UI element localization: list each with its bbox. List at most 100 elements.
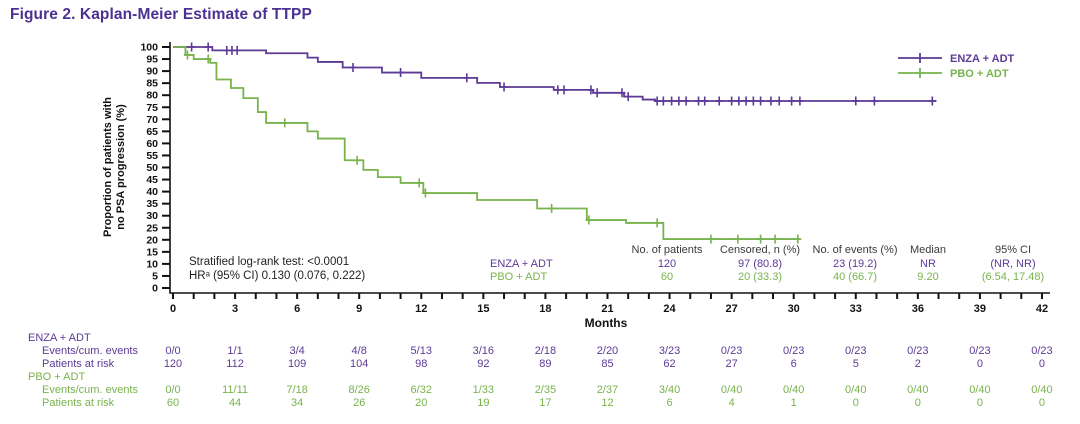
risk-value: 0 xyxy=(852,397,859,409)
censor-mark-pbo xyxy=(353,155,361,165)
y-tick-label: 55 xyxy=(146,150,158,162)
summary-value: 97 (80.8) xyxy=(737,258,783,270)
risk-value: 92 xyxy=(477,358,490,370)
risk-value: 112 xyxy=(226,358,244,370)
y-tick-label: 85 xyxy=(146,78,158,90)
risk-value: 5 xyxy=(852,358,859,370)
risk-value: 2/18 xyxy=(534,345,557,357)
y-tick-label: 50 xyxy=(146,162,158,174)
censor-mark-enza xyxy=(653,96,661,106)
y-tick-label: 0 xyxy=(152,283,158,295)
risk-value: 1/1 xyxy=(227,345,243,357)
y-tick-label: 35 xyxy=(146,198,158,210)
risk-value: 109 xyxy=(287,358,307,370)
risk-value: 8/26 xyxy=(348,384,370,396)
x-tick-label: 21 xyxy=(601,303,613,315)
censor-mark-pbo xyxy=(548,203,556,213)
km-curve-pbo xyxy=(173,46,800,240)
y-tick-label: 60 xyxy=(146,138,158,150)
censor-mark-enza xyxy=(682,96,690,106)
risk-value: 26 xyxy=(353,397,366,409)
risk-value: 19 xyxy=(477,397,490,409)
risk-group-label: PBO + ADT xyxy=(28,371,86,383)
x-tick-label: 36 xyxy=(912,303,924,315)
censor-mark-enza xyxy=(852,96,860,106)
censor-mark-enza xyxy=(749,96,757,106)
censor-mark-enza xyxy=(554,85,562,95)
censor-mark-enza xyxy=(701,96,709,106)
risk-row-label: Patients at risk xyxy=(42,358,115,370)
censor-mark-pbo xyxy=(771,234,779,244)
censor-mark-enza xyxy=(870,96,878,106)
summary-header: Censored, n (%) xyxy=(719,244,801,256)
x-axis-title: Months xyxy=(585,316,628,330)
censor-mark-enza xyxy=(593,88,601,98)
risk-value: 0/23 xyxy=(782,345,805,357)
censor-mark-enza xyxy=(397,68,405,78)
risk-value: 4/8 xyxy=(351,345,367,357)
risk-value: 6/32 xyxy=(410,384,432,396)
summary-row-label: PBO + ADT xyxy=(490,271,548,283)
risk-value: 0 xyxy=(976,358,983,370)
hazard-ratio-text: HRᵃ (95% CI) 0.130 (0.076, 0.222) xyxy=(189,269,366,282)
risk-value: 62 xyxy=(663,358,676,370)
x-tick-label: 6 xyxy=(294,303,300,315)
censor-mark-pbo xyxy=(415,178,423,188)
x-tick-label: 39 xyxy=(974,303,986,315)
risk-row-label: Events/cum. events xyxy=(42,384,138,396)
summary-value: (NR, NR) xyxy=(990,258,1036,270)
x-tick-label: 3 xyxy=(232,303,238,315)
y-tick-label: 70 xyxy=(146,114,158,126)
risk-value: 20 xyxy=(415,397,428,409)
risk-row-label: Events/cum. events xyxy=(42,345,138,357)
censor-mark-enza xyxy=(668,96,676,106)
figure-title: Figure 2. Kaplan-Meier Estimate of TTPP xyxy=(10,6,312,23)
censor-mark-pbo xyxy=(757,234,765,244)
x-tick-label: 42 xyxy=(1036,303,1048,315)
summary-header: No. of events (%) xyxy=(812,244,898,256)
summary-value: 120 xyxy=(657,258,677,270)
summary-value: NR xyxy=(920,258,936,270)
risk-value: 104 xyxy=(350,358,369,370)
risk-value: 7/18 xyxy=(286,384,308,396)
x-tick-label: 15 xyxy=(477,303,489,315)
censor-mark-enza xyxy=(796,96,804,106)
risk-value: 0/23 xyxy=(969,345,991,357)
risk-value: 1 xyxy=(790,397,797,409)
y-tick-label: 75 xyxy=(146,102,158,114)
x-tick-label: 24 xyxy=(663,303,676,315)
censor-mark-enza xyxy=(675,96,683,106)
censor-mark-enza xyxy=(624,92,632,102)
legend-label-enza: ENZA + ADT xyxy=(950,53,1015,65)
risk-value: 11/11 xyxy=(222,384,249,396)
risk-value: 17 xyxy=(539,397,552,409)
risk-value: 0/0 xyxy=(165,345,181,357)
risk-value: 3/40 xyxy=(658,384,681,396)
censor-mark-enza xyxy=(560,85,568,95)
y-tick-label: 100 xyxy=(140,42,158,54)
censor-mark-enza xyxy=(204,42,212,52)
censor-mark-pbo xyxy=(707,234,715,244)
y-tick-label: 95 xyxy=(146,54,158,66)
risk-value: 0/40 xyxy=(845,384,867,396)
risk-value: 0 xyxy=(1038,397,1046,409)
risk-value: 5/13 xyxy=(410,345,432,357)
censor-mark-enza xyxy=(735,96,743,106)
y-axis-title-line1: Proportion of patients with xyxy=(102,97,114,237)
summary-value: 40 (66.7) xyxy=(832,271,878,283)
censor-mark-enza xyxy=(463,73,471,83)
km-curve-enza xyxy=(173,46,937,102)
summary-value: 60 xyxy=(660,271,674,283)
risk-value: 2/20 xyxy=(596,345,619,357)
risk-value: 12 xyxy=(601,397,614,409)
risk-value: 0/0 xyxy=(165,384,181,396)
censor-mark-pbo xyxy=(734,234,742,244)
risk-value: 0/40 xyxy=(907,384,929,396)
axes-lines xyxy=(169,42,1050,294)
censor-mark-pbo xyxy=(794,234,802,244)
censor-mark-enza xyxy=(742,96,750,106)
censor-mark-enza xyxy=(618,88,626,98)
censor-mark-enza xyxy=(928,96,936,106)
risk-value: 0/23 xyxy=(1031,345,1053,357)
